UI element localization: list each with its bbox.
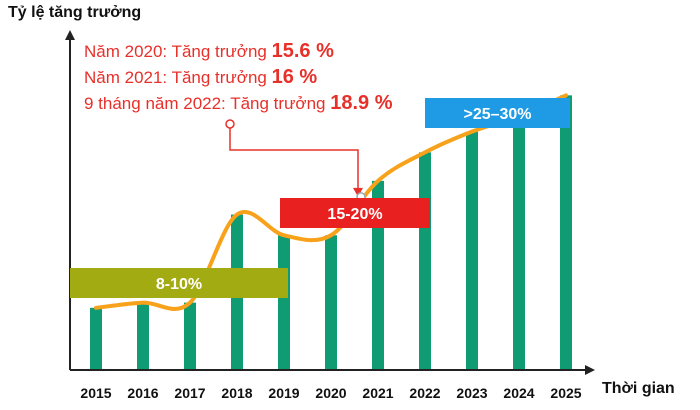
bar-2023 xyxy=(466,131,478,370)
x-tick-2023: 2023 xyxy=(456,385,487,401)
bar-2024 xyxy=(513,116,525,370)
bar-2025 xyxy=(560,95,572,370)
bar-2020 xyxy=(325,235,337,370)
range-band-mid xyxy=(280,198,430,228)
range-band-low xyxy=(70,268,288,298)
x-tick-labels-group: 2015 2016 2017 2018 2019 2020 2021 2022 2023 2024… xyxy=(80,385,581,401)
connector-arrowhead xyxy=(353,187,363,197)
growth-line xyxy=(94,93,568,311)
annotation-2021-text: Năm 2021: Tăng trưởng xyxy=(84,68,272,87)
x-tick-2020: 2020 xyxy=(315,385,346,401)
connector-group xyxy=(225,119,366,202)
connector-line xyxy=(229,128,359,189)
bars-group xyxy=(90,95,572,370)
axes-group xyxy=(65,30,595,375)
range-label-high: >25–30% xyxy=(463,106,531,123)
x-tick-2025: 2025 xyxy=(550,385,581,401)
x-tick-2015: 2015 xyxy=(80,385,111,401)
x-axis-arrow xyxy=(585,365,595,375)
x-tick-2021: 2021 xyxy=(362,385,393,401)
annotation-2022: 9 tháng năm 2022: Tăng trưởng 18.9 % xyxy=(84,92,392,115)
y-axis-label: Tỷ lệ tăng trưởng xyxy=(8,4,142,21)
annotation-2022-text: 9 tháng năm 2022: Tăng trưởng xyxy=(84,94,331,113)
bar-2019 xyxy=(278,235,290,370)
annotation-2021: Năm 2021: Tăng trưởng 16 % xyxy=(84,66,317,89)
x-tick-2024: 2024 xyxy=(503,385,534,401)
range-label-low: 8-10% xyxy=(156,276,202,293)
growth-line-group xyxy=(94,93,568,311)
bar-2021 xyxy=(372,180,384,370)
x-tick-2019: 2019 xyxy=(268,385,299,401)
connector-origin-dot xyxy=(225,119,235,129)
range-band-high xyxy=(425,98,570,128)
range-label-mid: 15-20% xyxy=(327,206,382,223)
x-tick-2016: 2016 xyxy=(127,385,158,401)
y-axis-arrow xyxy=(65,30,75,40)
x-tick-2022: 2022 xyxy=(409,385,440,401)
bar-2015 xyxy=(90,307,102,370)
range-bands-group: 8-10% 15-20% >25–30% xyxy=(70,98,570,298)
annotation-2020: Năm 2020: Tăng trưởng 15.6 % xyxy=(84,40,334,63)
bar-2016 xyxy=(137,302,149,370)
annotation-2020-value: 15.6 % xyxy=(271,40,334,62)
x-tick-2018: 2018 xyxy=(221,385,252,401)
annotation-2022-value: 18.9 % xyxy=(330,92,393,114)
bar-2022 xyxy=(419,152,431,370)
x-tick-2017: 2017 xyxy=(174,385,205,401)
x-axis-label: Thời gian xyxy=(602,380,675,397)
annotation-2020-text: Năm 2020: Tăng trưởng xyxy=(84,42,272,61)
annotation-2021-value: 16 % xyxy=(271,66,318,88)
bar-2017 xyxy=(184,302,196,370)
